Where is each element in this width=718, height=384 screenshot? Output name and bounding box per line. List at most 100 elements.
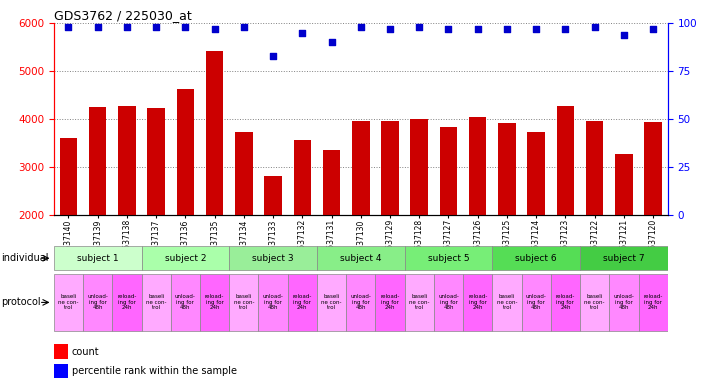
Bar [54,364,67,378]
Text: baseli
ne con-
trol: baseli ne con- trol [233,295,254,310]
Text: unload-
ing for
48h: unload- ing for 48h [175,295,196,310]
Bar [200,274,229,331]
Point [62,24,74,30]
Bar [638,274,668,331]
Point [384,26,396,32]
Text: reload-
ing for
24h: reload- ing for 24h [293,295,312,310]
Bar [141,246,229,270]
Bar [83,274,112,331]
Text: unload-
ing for
48h: unload- ing for 48h [88,295,108,310]
Text: count: count [72,347,99,357]
Text: baseli
ne con-
trol: baseli ne con- trol [146,295,167,310]
Point [414,24,425,30]
Bar [317,274,346,331]
Text: reload-
ing for
24h: reload- ing for 24h [117,295,136,310]
Bar [54,274,83,331]
Point [180,24,191,30]
Bar [463,274,493,331]
Text: unload-
ing for
48h: unload- ing for 48h [350,295,371,310]
Bar [206,51,223,215]
Text: baseli
ne con-
trol: baseli ne con- trol [409,295,429,310]
Bar [615,154,633,215]
Bar [381,121,398,215]
Bar [294,140,311,215]
Bar [54,246,141,270]
Bar [235,132,253,215]
Text: subject 7: subject 7 [603,254,645,263]
Bar [498,123,516,215]
Text: subject 4: subject 4 [340,254,381,263]
Point [326,39,337,45]
Text: subject 1: subject 1 [77,254,118,263]
Text: percentile rank within the sample: percentile rank within the sample [72,366,237,376]
Point [151,24,162,30]
Point [121,24,133,30]
Bar [229,274,258,331]
Bar [141,274,171,331]
Point [618,31,630,38]
Text: subject 5: subject 5 [428,254,470,263]
Text: reload-
ing for
24h: reload- ing for 24h [643,295,663,310]
Bar [521,274,551,331]
Point [501,26,513,32]
Point [238,24,250,30]
Bar [528,132,545,215]
Bar [112,274,141,331]
Bar [610,274,638,331]
Bar [469,117,487,215]
Bar [405,246,493,270]
Bar [644,122,662,215]
Bar [177,89,194,215]
Text: baseli
ne con-
trol: baseli ne con- trol [58,295,79,310]
Text: baseli
ne con-
trol: baseli ne con- trol [497,295,517,310]
Point [443,26,454,32]
Text: subject 2: subject 2 [164,254,206,263]
Bar [323,150,340,215]
Bar [352,121,370,215]
Text: baseli
ne con-
trol: baseli ne con- trol [322,295,342,310]
Point [472,26,483,32]
Bar [171,274,200,331]
Bar [89,107,106,215]
Point [92,24,103,30]
Text: unload-
ing for
48h: unload- ing for 48h [438,295,459,310]
Point [648,26,659,32]
Bar [60,138,78,215]
Text: unload-
ing for
48h: unload- ing for 48h [263,295,284,310]
Bar [264,176,282,215]
Bar [317,246,405,270]
Text: unload-
ing for
48h: unload- ing for 48h [613,295,634,310]
Bar [258,274,288,331]
Text: reload-
ing for
24h: reload- ing for 24h [556,295,575,310]
Text: reload-
ing for
24h: reload- ing for 24h [205,295,224,310]
Bar [556,106,574,215]
Text: unload-
ing for
48h: unload- ing for 48h [526,295,546,310]
Text: protocol: protocol [1,297,41,308]
Text: reload-
ing for
24h: reload- ing for 24h [468,295,488,310]
Bar [288,274,317,331]
Point [355,24,366,30]
Text: subject 3: subject 3 [252,254,294,263]
Point [209,26,220,32]
Bar [493,274,521,331]
Bar [586,121,603,215]
Bar [405,274,434,331]
Text: individual: individual [1,253,49,263]
Bar [54,344,67,359]
Text: subject 6: subject 6 [516,254,557,263]
Point [297,30,308,36]
Bar [439,127,457,215]
Bar [147,108,165,215]
Bar [493,246,580,270]
Text: reload-
ing for
24h: reload- ing for 24h [381,295,400,310]
Bar [411,119,428,215]
Text: baseli
ne con-
trol: baseli ne con- trol [584,295,605,310]
Text: GDS3762 / 225030_at: GDS3762 / 225030_at [54,9,192,22]
Bar [580,246,668,270]
Bar [346,274,376,331]
Bar [434,274,463,331]
Bar [580,274,610,331]
Bar [229,246,317,270]
Bar [551,274,580,331]
Point [589,24,600,30]
